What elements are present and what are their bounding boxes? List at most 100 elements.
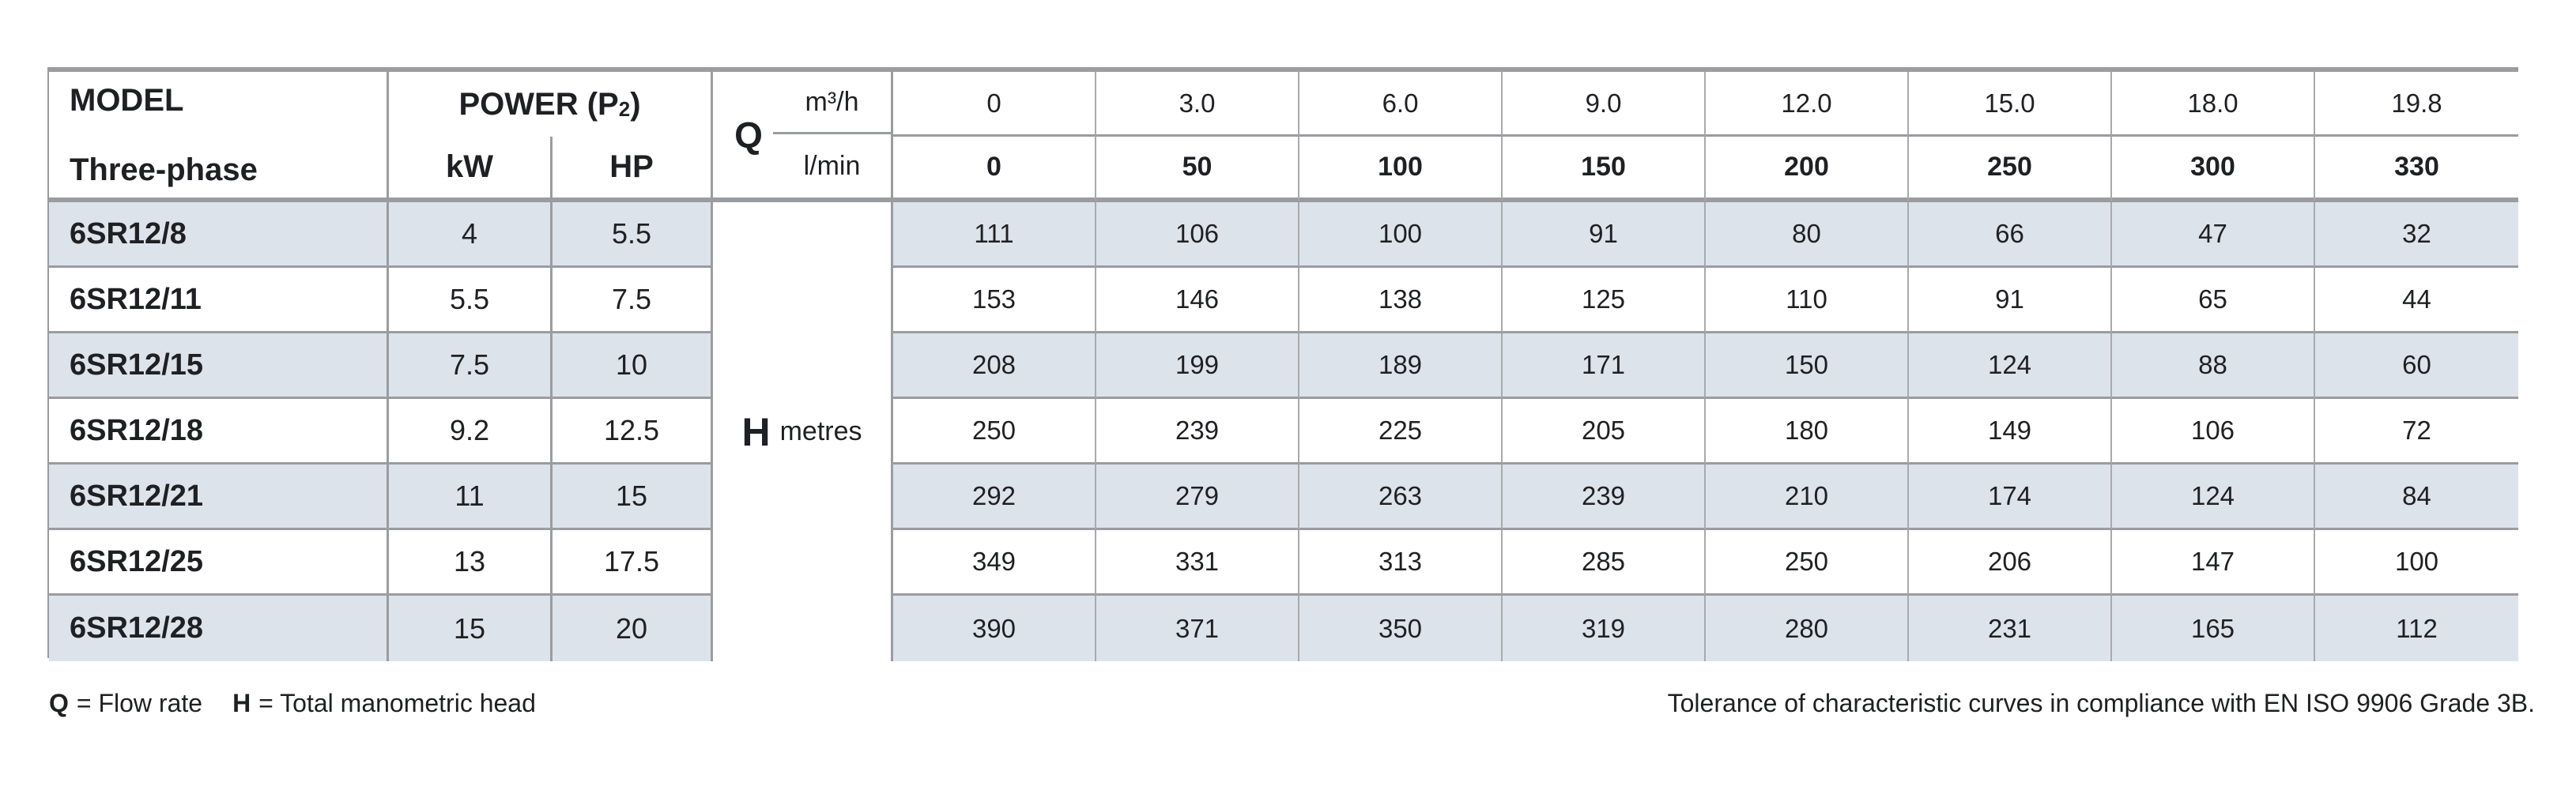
head-value: 319 (1503, 596, 1706, 661)
flow-m3h-value: 0 (893, 72, 1096, 137)
h-abbr: H (232, 689, 251, 717)
flow-m3h-value: 18.0 (2112, 72, 2315, 137)
head-value: 280 (1706, 596, 1909, 661)
hp-cell: 17.5 (553, 530, 713, 596)
flow-lmin-value: 250 (1909, 137, 2112, 202)
q-definition: = Flow rate (76, 689, 203, 717)
kw-cell: 11 (389, 465, 553, 530)
head-value: 239 (1096, 399, 1299, 465)
power-label-suffix: ) (630, 86, 641, 122)
model-cell: 6SR12/25 (49, 530, 389, 596)
head-value: 263 (1299, 465, 1503, 530)
head-value: 112 (2315, 596, 2518, 661)
flow-lmin-value: 300 (2112, 137, 2315, 202)
head-value: 124 (2112, 465, 2315, 530)
head-value: 174 (1909, 465, 2112, 530)
head-value: 65 (2112, 268, 2315, 333)
head-value: 88 (2112, 333, 2315, 399)
hp-column-header: HP (553, 137, 713, 202)
head-metres-cell: H metres (713, 202, 893, 661)
head-value: 80 (1706, 202, 1909, 268)
performance-table: MODEL Three-phase POWER (P 2) kW HP Q m³/… (47, 67, 2518, 661)
model-cell: 6SR12/11 (49, 268, 389, 333)
head-value: 180 (1706, 399, 1909, 465)
head-value: 225 (1299, 399, 1503, 465)
hp-cell: 10 (553, 333, 713, 399)
hp-cell: 12.5 (553, 399, 713, 465)
power-label-prefix: POWER (P (458, 86, 619, 122)
head-value: 250 (893, 399, 1096, 465)
head-value: 390 (893, 596, 1096, 661)
kw-cell: 13 (389, 530, 553, 596)
power-label-subscript: 2 (618, 97, 631, 121)
head-value: 110 (1706, 268, 1909, 333)
head-value: 153 (893, 268, 1096, 333)
flow-lmin-value: 100 (1299, 137, 1503, 202)
head-value: 66 (1909, 202, 2112, 268)
head-value: 349 (893, 530, 1096, 596)
head-value: 210 (1706, 465, 1909, 530)
head-value: 72 (2315, 399, 2518, 465)
head-value: 239 (1503, 465, 1706, 530)
head-value: 313 (1299, 530, 1503, 596)
flow-m3h-value: 12.0 (1706, 72, 1909, 137)
head-value: 100 (2315, 530, 2518, 596)
flow-m3h-value: 15.0 (1909, 72, 2112, 137)
head-value: 60 (2315, 333, 2518, 399)
model-cell: 6SR12/21 (49, 465, 389, 530)
kw-column-header: kW (389, 137, 553, 202)
head-value: 250 (1706, 530, 1909, 596)
hp-cell: 5.5 (553, 202, 713, 268)
head-value: 205 (1503, 399, 1706, 465)
three-phase-label: Three-phase (70, 152, 258, 187)
flow-m3h-value: 3.0 (1096, 72, 1299, 137)
h-label: H (741, 409, 771, 454)
head-value: 149 (1909, 399, 2112, 465)
flow-lmin-value: 330 (2315, 137, 2518, 202)
head-value: 111 (893, 202, 1096, 268)
head-value: 147 (2112, 530, 2315, 596)
model-label: MODEL (70, 83, 184, 118)
head-value: 189 (1299, 333, 1503, 399)
kw-cell: 5.5 (389, 268, 553, 333)
q-unit-lmin: l/min (803, 150, 861, 181)
head-value: 292 (893, 465, 1096, 530)
kw-cell: 4 (389, 202, 553, 268)
h-definition: = Total manometric head (258, 689, 536, 717)
head-value: 138 (1299, 268, 1503, 333)
flow-m3h-value: 6.0 (1299, 72, 1503, 137)
hp-cell: 20 (553, 596, 713, 661)
head-value: 84 (2315, 465, 2518, 530)
head-value: 106 (1096, 202, 1299, 268)
head-value: 208 (893, 333, 1096, 399)
flow-m3h-value: 19.8 (2315, 72, 2518, 137)
model-cell: 6SR12/28 (49, 596, 389, 661)
flow-lmin-value: 150 (1503, 137, 1706, 202)
q-label: Q (734, 114, 763, 156)
head-value: 47 (2112, 202, 2315, 268)
q-units: m³/h l/min (773, 72, 891, 198)
head-value: 44 (2315, 268, 2518, 333)
flow-lmin-value: 0 (893, 137, 1096, 202)
model-cell: 6SR12/18 (49, 399, 389, 465)
head-value: 171 (1503, 333, 1706, 399)
model-column-header: MODEL Three-phase (49, 72, 389, 202)
hp-cell: 15 (553, 465, 713, 530)
head-value: 150 (1706, 333, 1909, 399)
head-value: 231 (1909, 596, 2112, 661)
head-value: 206 (1909, 530, 2112, 596)
q-unit-m3h: m³/h (773, 72, 891, 134)
model-cell: 6SR12/8 (49, 202, 389, 268)
head-value: 371 (1096, 596, 1299, 661)
head-value: 331 (1096, 530, 1299, 596)
head-value: 91 (1909, 268, 2112, 333)
head-value: 124 (1909, 333, 2112, 399)
head-value: 125 (1503, 268, 1706, 333)
model-cell: 6SR12/15 (49, 333, 389, 399)
head-value: 165 (2112, 596, 2315, 661)
head-value: 146 (1096, 268, 1299, 333)
power-column-header: POWER (P 2) (389, 72, 713, 137)
legend-caption: Q = Flow rate H = Total manometric head (49, 689, 536, 718)
head-value: 32 (2315, 202, 2518, 268)
